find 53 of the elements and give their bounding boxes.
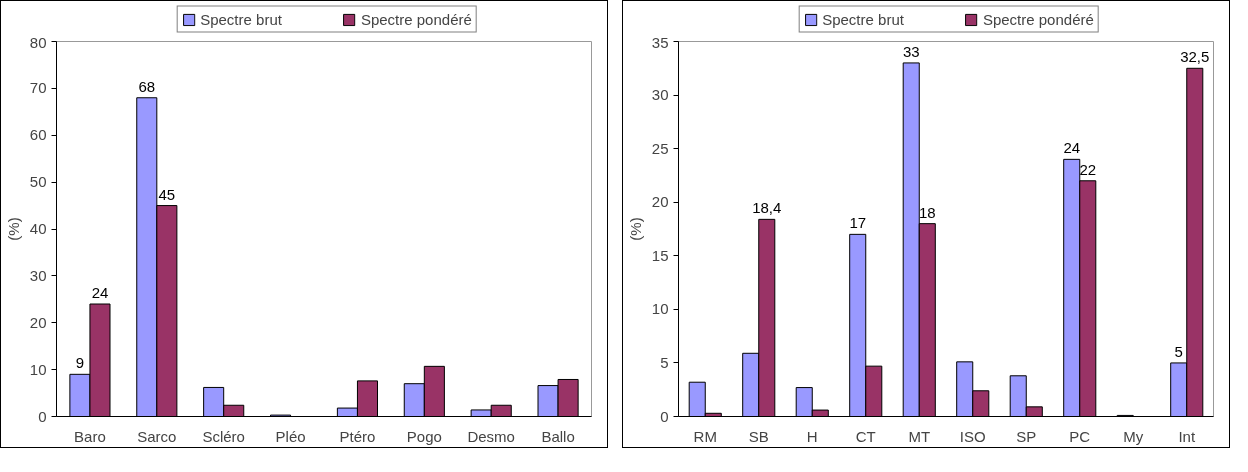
y-tick-label: 50 — [29, 173, 47, 191]
x-tick-label: Baro — [74, 427, 106, 445]
x-tick-label: Ballo — [541, 427, 575, 445]
legend-label: Spectre pondéré — [360, 10, 472, 28]
data-label: 18 — [918, 203, 936, 221]
x-tick-label: SP — [1016, 427, 1037, 445]
x-tick-label: MT — [908, 427, 931, 445]
x-tick-label: Pléo — [275, 427, 306, 445]
legend-label: Spectre brut — [822, 10, 904, 28]
y-tick-label: 40 — [29, 220, 47, 237]
y-tick-label: 60 — [29, 126, 47, 144]
x-tick-label: Sarco — [137, 427, 177, 445]
data-label: 18,4 — [752, 199, 782, 217]
data-label: 22 — [1079, 160, 1097, 178]
y-tick-label: 30 — [651, 86, 669, 104]
data-label: 45 — [158, 185, 176, 203]
y-tick-label: 30 — [29, 266, 47, 284]
x-tick-label: SB — [748, 427, 769, 445]
x-tick-label: Int — [1178, 427, 1196, 445]
data-label: 68 — [138, 77, 156, 95]
x-tick-label: PC — [1069, 427, 1091, 445]
legend-label: Spectre brut — [200, 10, 282, 28]
data-label: 24 — [91, 284, 109, 301]
x-tick-label: ISO — [959, 427, 986, 445]
data-label: 33 — [902, 42, 920, 60]
y-tick-label: 0 — [660, 407, 669, 425]
y-tick-label: 15 — [651, 246, 669, 264]
data-label: 32,5 — [1180, 48, 1210, 66]
data-label: 17 — [849, 214, 867, 232]
y-tick-label: 80 — [29, 33, 47, 51]
x-tick-label: H — [806, 427, 818, 445]
y-tick-label: 10 — [651, 300, 669, 318]
x-tick-label: Pogo — [406, 427, 442, 445]
y-tick-label: 0 — [38, 407, 47, 425]
y-axis-title: (%) — [626, 217, 644, 241]
legend-label: Spectre pondéré — [982, 10, 1094, 28]
y-tick-label: 20 — [651, 193, 669, 211]
x-tick-label: My — [1123, 427, 1144, 445]
y-tick-label: 35 — [651, 33, 669, 51]
data-label: 9 — [75, 354, 85, 372]
x-tick-label: Ptéro — [339, 427, 376, 445]
y-axis-title: (%) — [4, 217, 22, 241]
y-tick-label: 20 — [29, 313, 47, 331]
x-tick-label: Desmo — [467, 427, 515, 445]
x-tick-label: RM — [693, 427, 717, 445]
x-tick-label: CT — [855, 427, 876, 445]
data-label: 24 — [1063, 139, 1081, 157]
data-label: 5 — [1174, 342, 1183, 360]
x-tick-label: Scléro — [202, 427, 245, 445]
y-tick-label: 5 — [660, 353, 669, 371]
y-tick-label: 25 — [651, 139, 669, 157]
y-tick-label: 10 — [29, 360, 47, 378]
y-tick-label: 70 — [29, 79, 47, 97]
